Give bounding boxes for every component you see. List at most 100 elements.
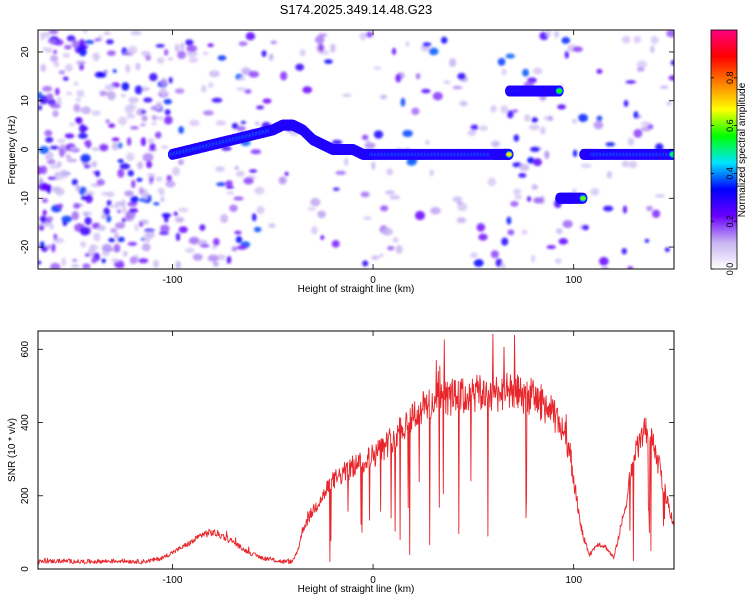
spectrogram-noise-blob (385, 190, 395, 195)
spectrogram-noise-blob (149, 142, 156, 151)
spectrogram-noise-blob (186, 50, 198, 57)
spectrogram-noise-blob (44, 129, 53, 137)
spectrogram-noise-blob (234, 166, 239, 170)
spectrogram-noise-blob (73, 202, 81, 209)
spectrogram-noise-blob (527, 77, 537, 84)
spectrogram-noise-blob (164, 48, 169, 56)
snr-y-label: SNR (10 * v/v) (7, 418, 18, 482)
spectrogram-noise-blob (599, 256, 609, 266)
spectrogram-noise-blob (212, 261, 219, 267)
spectrogram-noise-blob (105, 119, 110, 124)
y-tick-label: -10 (20, 191, 31, 206)
spectrogram-noise-blob (154, 131, 162, 139)
spectrogram-noise-blob (121, 205, 127, 214)
spectrogram-noise-blob (59, 148, 65, 158)
spectrogram-noise-blob (75, 184, 81, 192)
spectrogram-noise-blob (546, 245, 556, 250)
y-tick-label: 10 (20, 95, 31, 107)
spectrogram-noise-blob (379, 253, 384, 258)
spectrogram-noise-blob (126, 137, 132, 146)
spectrogram-noise-blob (490, 250, 500, 259)
spectrogram-noise-blob (278, 176, 287, 185)
colorbar-frame (710, 29, 738, 270)
spectrogram-noise-blob (90, 245, 99, 250)
spectrogram-noise-blob (126, 113, 136, 119)
spectrogram-noise-blob (526, 196, 532, 202)
spectrogram-noise-blob (65, 63, 74, 72)
spectrogram-noise-blob (571, 118, 578, 124)
spectrogram-noise-blob (38, 105, 43, 111)
spectrogram-noise-blob (77, 44, 89, 50)
spectrogram-noise-blob (421, 88, 431, 94)
spectrogram-noise-blob (84, 140, 89, 146)
spectrogram-noise-blob (459, 100, 468, 107)
spectrogram-noise-blob (50, 262, 61, 269)
spectrogram-noise-blob (256, 206, 265, 215)
spectrogram-noise-blob (120, 93, 126, 98)
spectrogram-noise-blob (96, 178, 105, 186)
spectrogram-noise-blob (268, 53, 274, 61)
spectrogram-noise-blob (627, 265, 634, 269)
spectrogram-noise-blob (415, 73, 421, 80)
spectrogram-noise-blob (664, 247, 670, 253)
spectrogram-noise-blob (49, 223, 55, 230)
spectrogram-noise-blob (41, 197, 48, 204)
spectrogram-noise-blob (558, 238, 569, 245)
spectrogram-noise-blob (392, 237, 399, 243)
spectrogram-noise-blob (81, 211, 93, 216)
spectrogram-noise-blob (164, 109, 171, 116)
spectrogram-noise-blob (121, 82, 130, 91)
spectrogram-noise-blob (185, 39, 194, 46)
spectrogram-noise-blob (38, 260, 42, 265)
spectrogram-noise-blob (135, 62, 141, 71)
spectrogram-noise-blob (236, 125, 246, 132)
spectrogram-noise-blob (57, 96, 62, 106)
spectrogram-noise-blob (330, 43, 336, 53)
spectrogram-noise-blob (111, 137, 120, 142)
spectrogram-noise-blob (216, 182, 226, 187)
spectrogram-noise-blob (45, 46, 53, 54)
y-tick-label: 600 (20, 341, 31, 358)
spectrogram-noise-blob (267, 223, 276, 229)
spectrogram-noise-blob (189, 119, 200, 127)
spectrogram-noise-blob (79, 107, 85, 113)
spectrogram-noise-blob (342, 93, 352, 97)
spectrogram-noise-blob (72, 258, 78, 263)
spectrogram-noise-blob (540, 126, 546, 135)
spectrogram-noise-blob (47, 39, 58, 44)
spectrogram-noise-blob (225, 180, 233, 187)
spectrogram-noise-blob (72, 39, 79, 49)
spectrogram-noise-blob (470, 252, 478, 259)
spectrogram-noise-blob (606, 170, 613, 179)
spectrogram-noise-blob (513, 188, 522, 196)
spectrogram-noise-blob (97, 225, 107, 231)
spectrogram-noise-blob (490, 104, 497, 113)
spectrogram-noise-blob (40, 63, 47, 72)
spectrogram-noise-blob (91, 147, 100, 152)
spectrogram-noise-blob (84, 216, 92, 226)
spectrogram-noise-blob (101, 243, 113, 253)
signal-core (580, 196, 586, 201)
spectrogram-noise-blob (411, 107, 420, 116)
spectrogram-noise-blob (633, 35, 642, 44)
spectrogram-noise-blob (449, 58, 457, 68)
spectrogram-noise-blob (640, 121, 652, 127)
spectrogram-noise-blob (128, 208, 139, 214)
spectrogram-noise-blob (456, 217, 467, 224)
spectrogram-noise-blob (115, 262, 125, 269)
spectrogram-noise-blob (136, 177, 143, 182)
spectrogram-noise-blob (53, 61, 60, 67)
spectrogram-noise-blob (105, 39, 114, 45)
spectrogram-noise-blob (513, 134, 520, 142)
spectrogram-noise-blob (43, 31, 51, 38)
spectrogram-noise-blob (70, 264, 80, 268)
spectrogram-noise-blob (110, 204, 121, 209)
spectrogram-noise-blob (225, 185, 234, 189)
spectrogram-noise-blob (200, 244, 210, 248)
spectrogram-noise-blob (231, 246, 238, 252)
spectrogram-noise-blob (633, 128, 643, 138)
y-tick-label: 200 (20, 487, 31, 504)
spectrogram-noise-blob (236, 87, 247, 91)
spectrogram-noise-blob (101, 251, 110, 257)
spectrogram-noise-blob (168, 76, 173, 84)
